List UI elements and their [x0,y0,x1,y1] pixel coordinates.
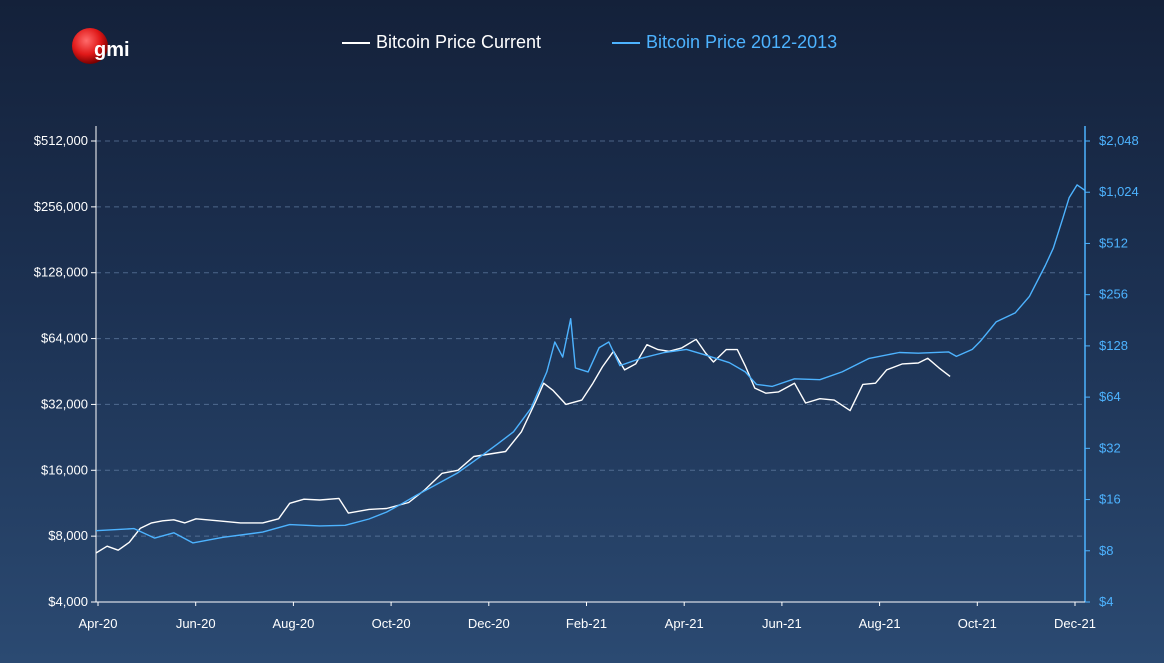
x-axis-tick-label: Apr-20 [78,616,117,631]
right-axis-tick-label: $16 [1099,492,1121,507]
logo-text: gmi [94,39,130,61]
left-axis-tick-label: $32,000 [41,396,88,411]
left-axis-tick-label: $8,000 [48,528,88,543]
left-axis-tick-label: $256,000 [34,199,88,214]
right-axis-tick-label: $1,024 [1099,184,1139,199]
right-axis-tick-label: $2,048 [1099,133,1139,148]
left-axis-tick-label: $4,000 [48,594,88,609]
legend-swatch-current [342,41,370,44]
legend-label-2012-2013: Bitcoin Price 2012-2013 [646,32,838,52]
x-axis-tick-label: Aug-20 [272,616,314,631]
right-axis-tick-label: $32 [1099,440,1121,455]
x-axis-tick-label: Oct-20 [372,616,411,631]
gmi-logo: gmi [72,28,130,64]
right-axis-tick-label: $128 [1099,338,1128,353]
legend-item-current: Bitcoin Price Current [342,32,541,53]
right-axis-tick-label: $8 [1099,543,1113,558]
x-axis-tick-label: Feb-21 [566,616,607,631]
chart-legend: Bitcoin Price Current Bitcoin Price 2012… [0,32,1164,56]
x-axis-tick-label: Jun-20 [176,616,216,631]
x-axis-tick-label: Dec-21 [1054,616,1096,631]
logo-globe [72,28,108,64]
series-line-2012-2013 [95,184,1086,544]
legend-swatch-2012-2013 [612,41,640,44]
left-axis-tick-label: $64,000 [41,331,88,346]
right-axis-tick-label: $64 [1099,389,1121,404]
left-axis-tick-label: $16,000 [41,462,88,477]
legend-label-current: Bitcoin Price Current [376,32,542,52]
right-axis-tick-label: $512 [1099,235,1128,250]
legend-item-2012-2013: Bitcoin Price 2012-2013 [612,32,837,53]
series-line-current [95,338,951,554]
left-axis-tick-label: $128,000 [34,265,88,280]
x-axis-tick-label: Oct-21 [958,616,997,631]
left-axis-tick-label: $512,000 [34,133,88,148]
x-axis-tick-label: Jun-21 [762,616,802,631]
right-axis-tick-label: $256 [1099,287,1128,302]
x-axis-tick-label: Dec-20 [468,616,510,631]
right-axis-tick-label: $4 [1099,594,1113,609]
x-axis-tick-label: Apr-21 [665,616,704,631]
x-axis-tick-label: Aug-21 [859,616,901,631]
